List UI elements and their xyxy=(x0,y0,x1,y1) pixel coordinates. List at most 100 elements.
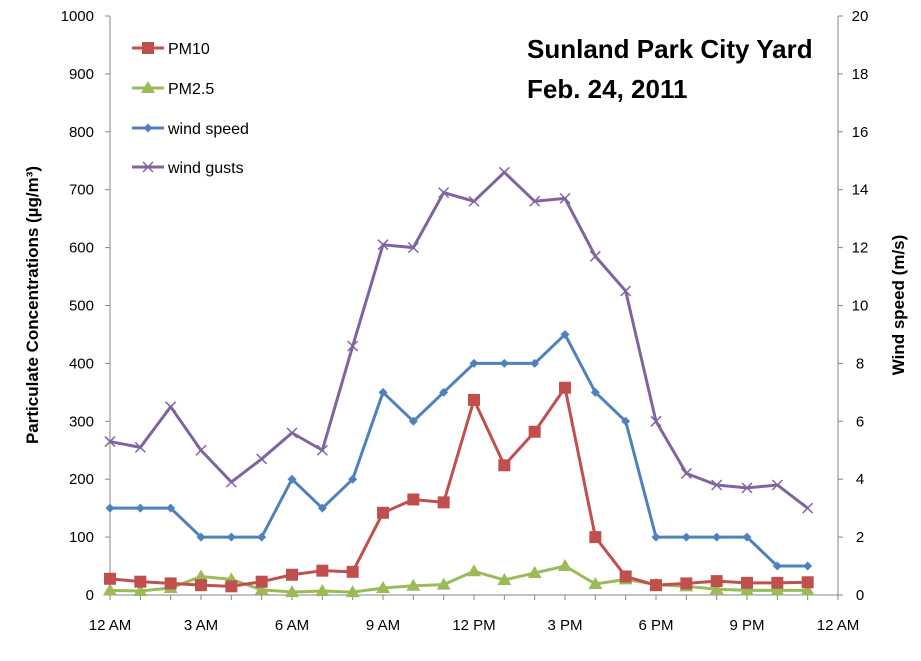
y-tick-label: 0 xyxy=(86,587,94,604)
data-point-wind-gusts xyxy=(589,250,601,262)
data-point-wind-speed xyxy=(408,416,418,426)
data-point-wind-gusts-stroke xyxy=(316,444,328,456)
data-point-wind-gusts-stroke xyxy=(771,479,783,491)
data-point-wind-gusts xyxy=(225,476,237,488)
data-point-pm10 xyxy=(619,570,632,583)
data-point-wind-gusts xyxy=(468,195,480,207)
data-point-pm10 xyxy=(104,572,116,585)
data-point-pm2-5 xyxy=(285,585,299,598)
data-point-pm10 xyxy=(650,579,662,592)
y-tick-label: 100 xyxy=(69,529,94,546)
y2-tick-label: 14 xyxy=(852,182,869,199)
series-line-pm2-5 xyxy=(109,564,808,594)
data-point-pm10 xyxy=(468,393,480,406)
data-point-wind-gusts xyxy=(711,479,723,491)
legend-label-pm10: PM10 xyxy=(168,41,210,58)
data-point-wind-gusts xyxy=(498,166,510,178)
data-point-pm2-5 xyxy=(497,572,512,585)
x-tick-label: 3 AM xyxy=(184,617,218,634)
axes: 0 100 200 300 400 500 600 700 800 900 1000 0 2 4 6 8 10 1… xyxy=(61,8,869,634)
data-point-pm10 xyxy=(771,576,784,589)
data-point-pm10 xyxy=(498,459,511,472)
y-tick-label: 200 xyxy=(69,471,94,488)
data-point-wind-speed xyxy=(317,503,327,513)
y2-tick-label: 18 xyxy=(852,66,869,83)
data-point-wind-gusts-stroke xyxy=(347,340,359,352)
legend-item-wind-speed: wind speed xyxy=(132,121,249,138)
legend-marker-pm10 xyxy=(142,42,154,54)
data-point-wind-gusts xyxy=(286,427,298,439)
data-point-pm2-5 xyxy=(527,565,542,578)
data-point-wind-speed xyxy=(196,532,206,542)
y-tick-label: 700 xyxy=(69,182,94,199)
y-tick-label: 900 xyxy=(69,66,94,83)
data-point-wind-speed xyxy=(226,532,236,542)
data-point-wind-speed xyxy=(742,532,752,542)
data-point-wind-gusts xyxy=(650,415,662,427)
legend-label-wind-speed: wind speed xyxy=(167,121,249,138)
data-point-wind-speed xyxy=(803,561,813,571)
data-point-wind-gusts-stroke xyxy=(468,195,480,207)
data-point-wind-speed xyxy=(348,474,358,484)
data-point-pm10 xyxy=(134,575,147,588)
data-point-pm10 xyxy=(437,496,450,509)
chart-title-line-1: Sunland Park City Yard xyxy=(527,34,813,64)
data-point-pm2-5 xyxy=(376,581,390,594)
data-point-wind-speed xyxy=(560,329,570,339)
data-point-wind-speed xyxy=(590,387,600,397)
data-point-wind-gusts xyxy=(347,340,359,352)
y2-tick-label: 0 xyxy=(856,587,864,604)
y-axis-title: Particulate Concentrations (µg/m³) xyxy=(23,166,42,444)
plot-area xyxy=(103,166,815,598)
data-point-wind-gusts xyxy=(620,285,632,297)
data-point-pm10 xyxy=(528,425,541,438)
data-point-wind-speed xyxy=(257,532,267,542)
data-point-wind-speed xyxy=(499,358,509,368)
data-point-wind-speed xyxy=(530,358,540,368)
data-point-wind-gusts-stroke xyxy=(286,427,298,439)
legend-label-wind-gusts: wind gusts xyxy=(167,160,244,177)
data-point-wind-gusts xyxy=(438,187,450,199)
data-point-wind-speed xyxy=(681,532,691,542)
data-point-wind-speed xyxy=(621,416,631,426)
data-point-wind-gusts-stroke xyxy=(438,187,450,199)
y-tick-label: 1000 xyxy=(61,8,94,25)
series-wind-gusts xyxy=(104,166,814,514)
x-tick-label: 6 PM xyxy=(638,617,673,634)
data-point-pm10 xyxy=(377,506,389,519)
data-point-wind-speed xyxy=(135,503,145,513)
data-point-wind-speed xyxy=(439,387,449,397)
data-point-wind-gusts-stroke xyxy=(104,436,116,448)
data-point-pm10 xyxy=(346,565,359,578)
series-line-pm10 xyxy=(109,386,808,588)
data-point-wind-speed xyxy=(287,474,297,484)
y2-tick-label: 8 xyxy=(856,355,864,372)
data-point-pm2-5 xyxy=(406,578,421,591)
data-point-wind-gusts-stroke xyxy=(650,415,662,427)
series-pm10 xyxy=(104,381,814,593)
y2-tick-label: 2 xyxy=(856,529,864,546)
data-point-pm2-5 xyxy=(800,583,815,596)
data-point-pm10 xyxy=(316,564,329,577)
chart-title-line-2: Feb. 24, 2011 xyxy=(527,74,687,104)
data-point-pm10 xyxy=(195,579,207,592)
data-point-pm10 xyxy=(407,493,420,506)
data-point-wind-gusts xyxy=(134,441,146,453)
data-point-wind-speed xyxy=(772,561,782,571)
data-point-wind-speed xyxy=(712,532,722,542)
series-pm2-5 xyxy=(103,559,815,598)
y-tick-label: 800 xyxy=(69,124,94,141)
data-point-wind-gusts xyxy=(802,502,814,514)
legend-marker-wind-gusts xyxy=(142,161,154,173)
data-point-pm10 xyxy=(589,531,602,544)
data-point-pm10 xyxy=(164,577,177,590)
data-point-pm10 xyxy=(286,568,298,581)
data-point-wind-gusts-stroke xyxy=(225,476,237,488)
x-tick-label: 3 PM xyxy=(547,617,582,634)
data-point-wind-gusts-stroke xyxy=(741,482,753,494)
data-point-pm2-5 xyxy=(436,577,451,590)
data-point-wind-gusts-stroke xyxy=(165,401,177,413)
data-point-pm2-5 xyxy=(467,564,481,577)
data-point-wind-gusts xyxy=(771,479,783,491)
